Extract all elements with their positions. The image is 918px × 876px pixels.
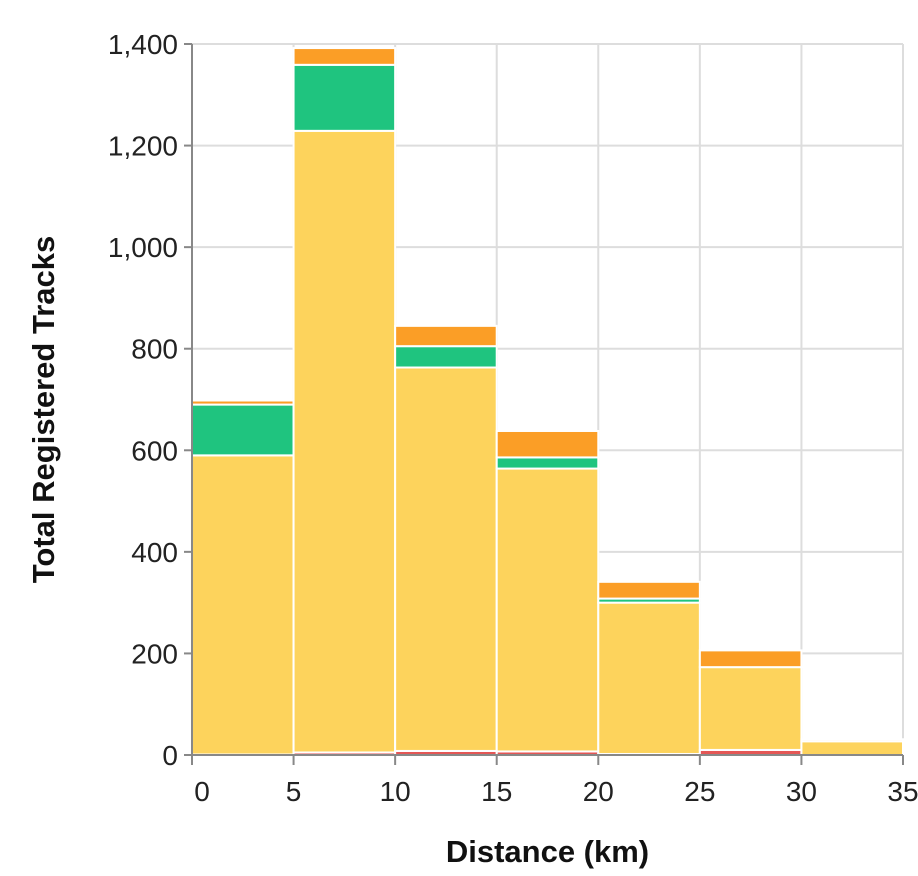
bar-segment-bin1-series2: [292, 63, 397, 132]
y-tick-label: 600: [131, 435, 178, 466]
y-tick-label: 400: [131, 537, 178, 568]
bar-segment-bin5-series1: [698, 666, 803, 751]
x-axis-title: Distance (km): [446, 834, 649, 869]
bar-segment-bin3-series3: [495, 429, 600, 459]
x-tick-label: 15: [481, 776, 512, 807]
bar-segment-bin1-series3: [292, 47, 397, 66]
x-tick-label: 30: [786, 776, 817, 807]
bar-segment-bin3-series1: [495, 467, 600, 753]
y-tick-label: 1,000: [108, 232, 178, 263]
bar-segment-bin3-series2: [495, 456, 600, 470]
bar-segment-bin5-series3: [698, 649, 803, 669]
bar-segment-bin6-series3: [800, 738, 905, 743]
bar-segment-bin2-series2: [394, 345, 498, 369]
bar-segment-bin4-series1: [597, 601, 701, 755]
x-tick-label: 20: [583, 776, 614, 807]
bars: [191, 47, 905, 757]
bar-segment-bin2-series1: [394, 366, 498, 752]
bar-segment-bin2-series3: [394, 324, 498, 348]
y-tick-label: 1,200: [108, 131, 178, 162]
x-tick-label: 35: [887, 776, 918, 807]
bar-segment-bin0-series1: [191, 454, 295, 756]
y-axis-title: Total Registered Tracks: [26, 236, 61, 583]
x-tick-label: 25: [684, 776, 715, 807]
bar-segment-bin4-series3: [597, 580, 701, 600]
bar-segment-bin0-series3: [191, 399, 295, 406]
x-tick-label: 10: [380, 776, 411, 807]
y-tick-label: 1,400: [108, 29, 178, 60]
tick-labels: 0 200 400 600 800 1,000 1,200 1,400 0 5 10 15 20 25 30…: [108, 29, 918, 807]
bar-segment-bin1-series1: [292, 129, 397, 754]
y-tick-label: 0: [162, 740, 178, 771]
x-tick-label: 0: [194, 776, 210, 807]
x-tick-label: 5: [286, 776, 302, 807]
y-tick-label: 800: [131, 334, 178, 365]
y-tick-label: 200: [131, 638, 178, 669]
axes: [184, 43, 904, 765]
bar-segment-bin6-series1: [800, 740, 905, 756]
bar-segment-bin0-series2: [191, 403, 295, 457]
